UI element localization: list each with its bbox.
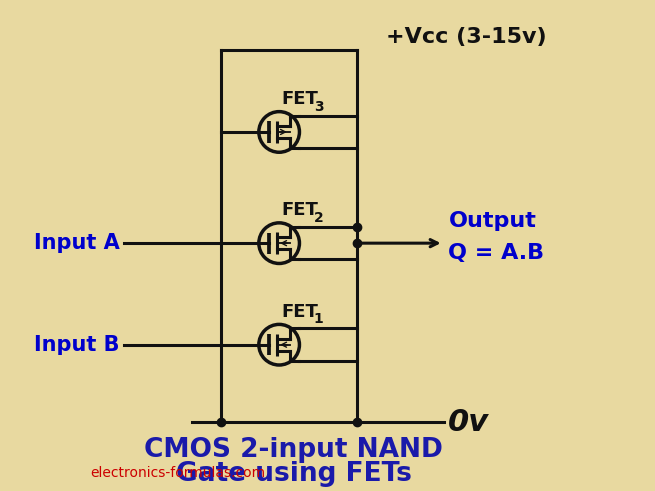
Text: CMOS 2-input NAND: CMOS 2-input NAND xyxy=(144,437,443,463)
Text: 2: 2 xyxy=(314,211,324,225)
Text: 0v: 0v xyxy=(449,408,489,436)
Text: 1: 1 xyxy=(314,312,324,327)
Text: +Vcc (3-15v): +Vcc (3-15v) xyxy=(386,27,546,47)
Text: FET: FET xyxy=(281,90,318,108)
Text: Input A: Input A xyxy=(34,233,120,253)
Text: FET: FET xyxy=(281,302,318,321)
Text: Output: Output xyxy=(449,212,536,231)
Text: electronics-formulas.com: electronics-formulas.com xyxy=(90,466,266,480)
Text: FET: FET xyxy=(281,201,318,219)
Text: Input B: Input B xyxy=(34,335,120,355)
Text: Gate using FETs: Gate using FETs xyxy=(176,461,411,487)
Text: 3: 3 xyxy=(314,100,324,113)
Text: Q = A.B: Q = A.B xyxy=(449,243,544,263)
